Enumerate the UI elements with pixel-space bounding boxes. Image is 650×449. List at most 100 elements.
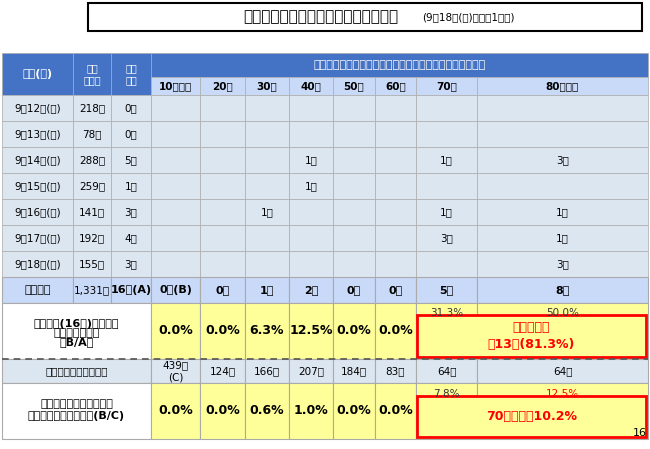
Bar xyxy=(417,396,646,437)
Bar xyxy=(2,121,73,147)
Text: 439人
(C): 439人 (C) xyxy=(162,360,188,382)
Bar xyxy=(245,359,289,383)
Text: 3人: 3人 xyxy=(125,259,137,269)
Bar xyxy=(151,359,200,383)
Bar xyxy=(245,121,289,147)
Text: 124人: 124人 xyxy=(209,366,235,376)
Bar xyxy=(2,225,73,251)
Bar xyxy=(88,3,642,31)
Text: 4人: 4人 xyxy=(125,233,137,243)
Text: 50代: 50代 xyxy=(344,81,365,91)
Text: 1人: 1人 xyxy=(261,207,274,217)
Bar xyxy=(477,277,648,303)
Bar xyxy=(375,383,416,439)
Bar xyxy=(73,147,111,173)
Text: 週の合計: 週の合計 xyxy=(24,285,51,295)
Bar xyxy=(200,173,245,199)
Bar xyxy=(333,251,375,277)
Bar xyxy=(73,225,111,251)
Text: 31.3%: 31.3% xyxy=(430,308,463,318)
Bar xyxy=(289,251,333,277)
Text: 80代以上: 80代以上 xyxy=(546,81,579,91)
Text: 9月13日(火): 9月13日(火) xyxy=(14,129,61,139)
Text: 0人: 0人 xyxy=(215,285,229,295)
Text: 0.6%: 0.6% xyxy=(250,405,284,418)
Bar xyxy=(289,225,333,251)
Bar xyxy=(200,383,245,439)
Text: 0人: 0人 xyxy=(347,285,361,295)
Bar xyxy=(477,225,648,251)
Text: 16: 16 xyxy=(633,428,647,438)
Bar xyxy=(200,121,245,147)
Text: 1人: 1人 xyxy=(260,285,274,295)
Text: ７０代以上
：13人(81.3%): ７０代以上 ：13人(81.3%) xyxy=(488,321,575,351)
Bar xyxy=(375,147,416,173)
Text: 16人(A): 16人(A) xyxy=(111,285,151,295)
Bar xyxy=(477,383,648,439)
Text: 20代: 20代 xyxy=(212,81,233,91)
Bar xyxy=(416,199,477,225)
Bar xyxy=(245,173,289,199)
Bar xyxy=(375,303,416,359)
Text: 9月17日(土): 9月17日(土) xyxy=(14,233,61,243)
Bar xyxy=(200,199,245,225)
Text: 0人: 0人 xyxy=(389,285,402,295)
Bar xyxy=(200,147,245,173)
Text: 0.0%: 0.0% xyxy=(378,405,413,418)
Bar xyxy=(111,173,151,199)
Bar xyxy=(200,225,245,251)
Text: 1,331人: 1,331人 xyxy=(74,285,110,295)
Text: 月日(曜): 月日(曜) xyxy=(23,69,53,79)
Bar xyxy=(416,251,477,277)
Bar xyxy=(111,225,151,251)
Bar xyxy=(2,383,151,439)
Bar xyxy=(200,95,245,121)
Bar xyxy=(477,121,648,147)
Bar xyxy=(2,53,73,95)
Text: (9月18日(日)までの1週間): (9月18日(日)までの1週間) xyxy=(422,12,515,22)
Bar xyxy=(375,95,416,121)
Bar xyxy=(245,303,289,359)
Bar xyxy=(151,121,200,147)
Bar xyxy=(2,147,73,173)
Text: 3人: 3人 xyxy=(440,233,453,243)
Bar xyxy=(200,359,245,383)
Bar xyxy=(417,315,646,357)
Text: 83人: 83人 xyxy=(385,366,405,376)
Bar xyxy=(245,199,289,225)
Text: 市内新規陽性者のうち中等症者の内訳: 市内新規陽性者のうち中等症者の内訳 xyxy=(243,9,398,25)
Bar xyxy=(2,277,73,303)
Text: 年代ごとの新規陽性者: 年代ごとの新規陽性者 xyxy=(46,366,108,376)
Bar xyxy=(245,147,289,173)
Bar xyxy=(245,277,289,303)
Bar xyxy=(416,303,477,359)
Bar xyxy=(111,53,151,95)
Text: 9月14日(水): 9月14日(水) xyxy=(14,155,61,165)
Text: 1人: 1人 xyxy=(440,207,453,217)
Bar xyxy=(477,359,648,383)
Text: 0人: 0人 xyxy=(125,103,137,113)
Text: 64人: 64人 xyxy=(552,366,572,376)
Text: 新規
陽性者: 新規 陽性者 xyxy=(83,63,101,85)
Bar xyxy=(2,95,73,121)
Text: 5人: 5人 xyxy=(125,155,137,165)
Bar xyxy=(333,147,375,173)
Text: 0.0%: 0.0% xyxy=(378,325,413,338)
Bar xyxy=(73,173,111,199)
Bar xyxy=(289,95,333,121)
Bar xyxy=(289,173,333,199)
Bar xyxy=(289,359,333,383)
Text: 1人: 1人 xyxy=(305,155,317,165)
Text: 40代: 40代 xyxy=(300,81,322,91)
Bar xyxy=(151,251,200,277)
Bar xyxy=(2,359,151,383)
Bar xyxy=(2,251,73,277)
Bar xyxy=(477,251,648,277)
Text: 70代以上：10.2%: 70代以上：10.2% xyxy=(486,410,577,423)
Bar xyxy=(2,173,73,199)
Bar xyxy=(200,303,245,359)
Bar xyxy=(289,383,333,439)
Text: 0.0%: 0.0% xyxy=(337,405,371,418)
Bar xyxy=(289,121,333,147)
Bar xyxy=(416,121,477,147)
